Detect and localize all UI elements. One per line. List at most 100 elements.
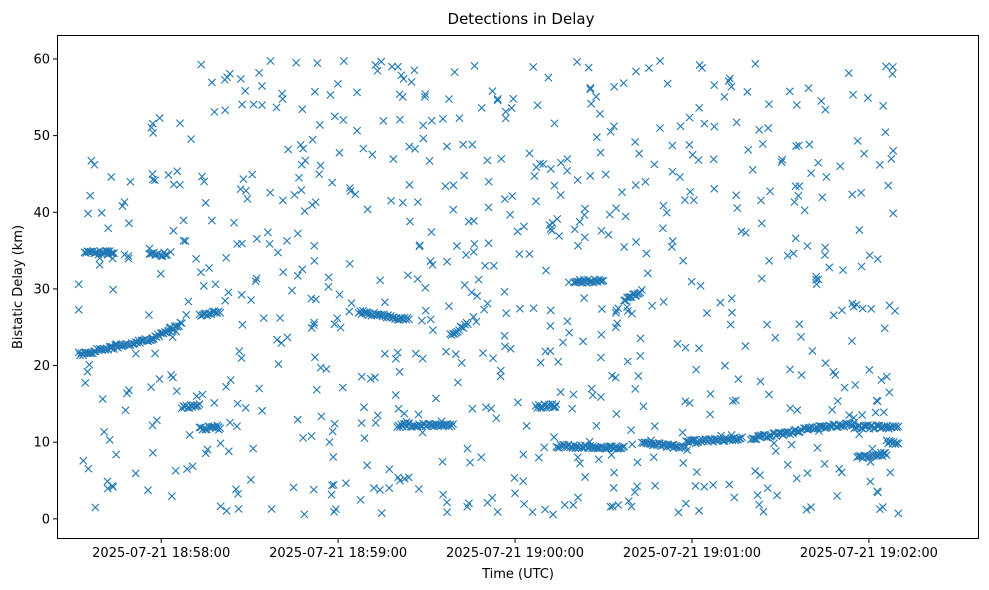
data-point-659 <box>121 406 130 415</box>
data-point-144 <box>375 485 384 494</box>
data-point-552 <box>473 292 482 301</box>
data-point-82 <box>155 114 164 123</box>
data-point-435 <box>612 204 621 213</box>
data-point-616 <box>794 191 803 200</box>
data-point-174 <box>95 260 104 269</box>
data-point-86 <box>249 444 258 453</box>
data-point-1273 <box>872 421 881 430</box>
data-point-315 <box>597 226 606 235</box>
data-point-743 <box>149 128 158 137</box>
data-point-314 <box>185 430 194 439</box>
data-point-1010 <box>536 403 545 412</box>
data-point-203 <box>360 434 369 443</box>
data-point-307 <box>150 176 159 185</box>
data-point-187 <box>716 298 725 307</box>
data-point-553 <box>391 354 400 363</box>
data-point-411 <box>366 374 375 383</box>
data-point-45 <box>580 233 589 242</box>
data-point-112 <box>757 274 766 283</box>
data-point-460 <box>794 141 803 150</box>
data-point-702 <box>734 375 743 384</box>
data-point-173 <box>609 122 618 131</box>
data-point-687 <box>131 349 140 358</box>
data-point-893 <box>207 422 216 431</box>
data-point-1069 <box>616 444 625 453</box>
data-point-67 <box>875 160 884 169</box>
data-point-909 <box>208 307 217 316</box>
data-point-594 <box>822 172 831 181</box>
data-point-260 <box>324 282 333 291</box>
data-point-396 <box>541 347 550 356</box>
data-point-588 <box>500 287 509 296</box>
data-point-601 <box>167 492 176 501</box>
data-point-342 <box>668 167 677 176</box>
data-point-996 <box>449 329 458 338</box>
data-point-711 <box>484 203 493 212</box>
data-point-52 <box>710 184 719 193</box>
data-point-747 <box>377 57 386 66</box>
data-point-434 <box>255 68 264 77</box>
data-point-420 <box>483 498 492 507</box>
data-point-647 <box>98 394 107 403</box>
data-point-683 <box>573 57 582 66</box>
data-point-116 <box>759 507 768 516</box>
data-point-295 <box>175 119 184 128</box>
data-point-718 <box>614 304 623 313</box>
data-point-713 <box>444 95 453 104</box>
y-tick-label-2: 20 <box>33 359 50 374</box>
data-point-1 <box>519 222 528 231</box>
data-point-253 <box>169 180 178 189</box>
data-point-0 <box>91 503 100 512</box>
data-point-558 <box>144 311 153 319</box>
data-point-714 <box>273 248 282 257</box>
data-point-899 <box>216 424 225 433</box>
data-point-542 <box>624 497 633 506</box>
data-point-695 <box>197 60 206 69</box>
data-point-681 <box>667 242 676 251</box>
data-point-51 <box>797 332 806 341</box>
data-point-257 <box>148 169 157 178</box>
data-point-211 <box>266 188 275 197</box>
data-point-663 <box>793 406 802 415</box>
data-point-1061 <box>605 442 614 451</box>
data-point-456 <box>541 505 550 514</box>
data-point-240 <box>885 388 894 397</box>
data-point-151 <box>691 481 700 490</box>
y-axis-ticks: 0 10 20 30 40 50 60 <box>33 52 58 527</box>
data-point-432 <box>310 256 319 265</box>
x-axis-ticks: 2025-07-21 18:58:00 2025-07-21 18:59:00 20… <box>92 538 938 561</box>
data-point-524 <box>258 406 267 415</box>
data-point-1006 <box>463 320 472 329</box>
data-point-360 <box>373 66 382 75</box>
data-point-36 <box>791 182 800 191</box>
data-point-731 <box>419 121 428 130</box>
data-point-496 <box>124 254 133 263</box>
data-point-506 <box>267 505 276 514</box>
data-point-441 <box>692 365 701 374</box>
data-point-18 <box>87 156 96 165</box>
data-point-81 <box>549 510 558 519</box>
data-point-586 <box>833 491 842 500</box>
data-point-531 <box>733 204 742 213</box>
data-point-345 <box>173 167 182 176</box>
data-point-236 <box>679 459 688 467</box>
data-point-233 <box>104 224 113 233</box>
data-point-740 <box>410 66 419 75</box>
data-point-238 <box>764 390 773 399</box>
data-point-609 <box>345 259 354 268</box>
data-point-97 <box>675 173 684 181</box>
data-point-356 <box>575 217 584 226</box>
data-point-10 <box>889 209 898 218</box>
data-point-446 <box>371 418 380 427</box>
data-point-755 <box>241 86 250 95</box>
data-point-856 <box>107 249 116 258</box>
data-point-500 <box>427 228 436 237</box>
data-point-313 <box>623 357 632 366</box>
data-point-709 <box>546 306 555 315</box>
data-point-717 <box>873 397 882 406</box>
data-point-720 <box>427 116 436 125</box>
data-point-248 <box>307 432 316 441</box>
y-tick-label-5: 50 <box>33 129 50 144</box>
